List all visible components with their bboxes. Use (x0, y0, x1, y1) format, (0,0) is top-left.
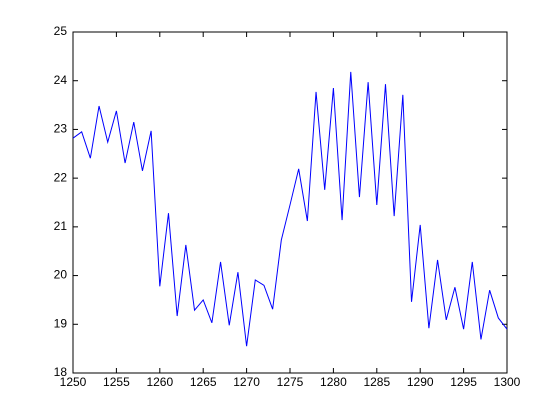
x-tick-label: 1300 (494, 375, 521, 389)
y-tick-label: 21 (54, 219, 68, 233)
y-tick-label: 24 (54, 73, 68, 87)
data-line (72, 71, 508, 347)
x-tick-label: 1250 (60, 375, 87, 389)
x-tick-label: 1290 (407, 375, 434, 389)
x-tick-label: 1255 (103, 375, 130, 389)
y-tick-label: 20 (54, 268, 68, 282)
y-tick-label: 23 (54, 122, 68, 136)
plot-area (72, 31, 508, 374)
y-tick-label: 18 (54, 365, 68, 379)
x-tick-label: 1275 (277, 375, 304, 389)
x-tick-label: 1260 (146, 375, 173, 389)
y-tick-label: 19 (54, 316, 68, 330)
x-tick-label: 1295 (450, 375, 477, 389)
x-tick-label: 1265 (190, 375, 217, 389)
y-tick-label: 25 (54, 24, 68, 38)
y-tick-label: 22 (54, 170, 68, 184)
x-tick-label: 1280 (320, 375, 347, 389)
x-tick-label: 1285 (363, 375, 390, 389)
x-tick-label: 1270 (233, 375, 260, 389)
